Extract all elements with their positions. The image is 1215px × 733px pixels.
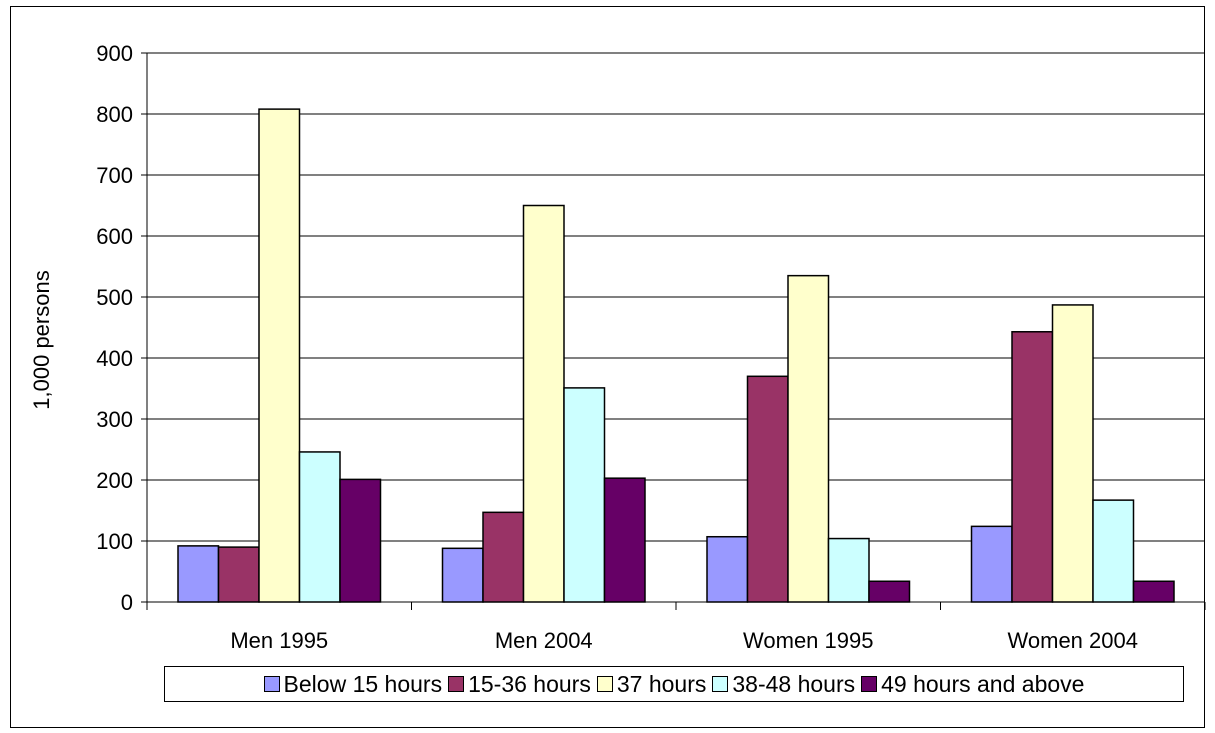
legend-swatch xyxy=(263,676,280,692)
y-tick-label: 800 xyxy=(96,102,133,127)
x-tick-label: Women 2004 xyxy=(1008,628,1138,653)
bar-below-15-hours-women-1995 xyxy=(706,535,749,603)
bar-37-hours-men-1995 xyxy=(258,108,301,603)
legend-item: 37 hours xyxy=(596,670,707,698)
legend-label: Below 15 hours xyxy=(283,670,443,697)
bar-15-36-hours-men-1995 xyxy=(217,546,260,603)
legend-swatch xyxy=(448,676,465,692)
legend-label: 15-36 hours xyxy=(468,670,591,697)
legend-swatch xyxy=(712,676,729,692)
bar-37-hours-women-1995 xyxy=(787,274,830,603)
legend-swatch xyxy=(596,676,613,692)
y-tick-label: 500 xyxy=(96,285,133,310)
legend-swatch xyxy=(861,676,878,692)
bar-49-hours-and-above-women-1995 xyxy=(868,580,911,603)
x-tick-label: Women 1995 xyxy=(743,628,873,653)
chart-frame xyxy=(10,6,1205,728)
bar-49-hours-and-above-women-2004 xyxy=(1132,580,1175,603)
x-tick-label: Men 1995 xyxy=(230,628,328,653)
legend: Below 15 hours 15-36 hours 37 hours 38-48 h… xyxy=(164,666,1184,702)
y-tick-label: 400 xyxy=(96,346,133,371)
bar-below-15-hours-men-1995 xyxy=(177,545,220,603)
y-tick-label: 700 xyxy=(96,163,133,188)
legend-item: 38-48 hours xyxy=(712,671,855,698)
bar-38-48-hours-men-1995 xyxy=(298,451,341,603)
bar-38-48-hours-women-1995 xyxy=(827,537,870,603)
y-tick-label: 100 xyxy=(96,529,133,554)
y-axis-label: 1,000 persons xyxy=(29,270,54,410)
bar-49-hours-and-above-men-1995 xyxy=(339,478,382,603)
legend-label: 37 hours xyxy=(616,670,707,697)
x-tick-label: Men 2004 xyxy=(495,628,593,653)
bar-below-15-hours-men-2004 xyxy=(441,547,484,603)
bar-37-hours-women-2004 xyxy=(1051,304,1094,603)
legend-label: 38-48 hours xyxy=(732,670,856,697)
legend-item: 49 hours and above xyxy=(861,671,1084,698)
legend-item: 15-36 hours xyxy=(448,671,591,698)
bar-37-hours-men-2004 xyxy=(522,204,565,603)
bar-below-15-hours-women-2004 xyxy=(970,525,1013,603)
legend-label: 49 hours and above xyxy=(881,670,1085,697)
y-tick-label: 600 xyxy=(96,224,133,249)
y-tick-label: 200 xyxy=(96,468,133,493)
y-tick-label: 300 xyxy=(96,407,133,432)
bar-38-48-hours-women-2004 xyxy=(1092,499,1135,603)
bar-49-hours-and-above-men-2004 xyxy=(603,477,646,603)
legend-item: Below 15 hours xyxy=(263,670,443,698)
bar-15-36-hours-men-2004 xyxy=(482,511,525,603)
bar-15-36-hours-women-2004 xyxy=(1011,331,1054,603)
y-tick-label: 900 xyxy=(96,41,133,66)
y-tick-label: 0 xyxy=(121,590,133,615)
bar-38-48-hours-men-2004 xyxy=(563,387,606,603)
bar-15-36-hours-women-1995 xyxy=(746,375,789,603)
